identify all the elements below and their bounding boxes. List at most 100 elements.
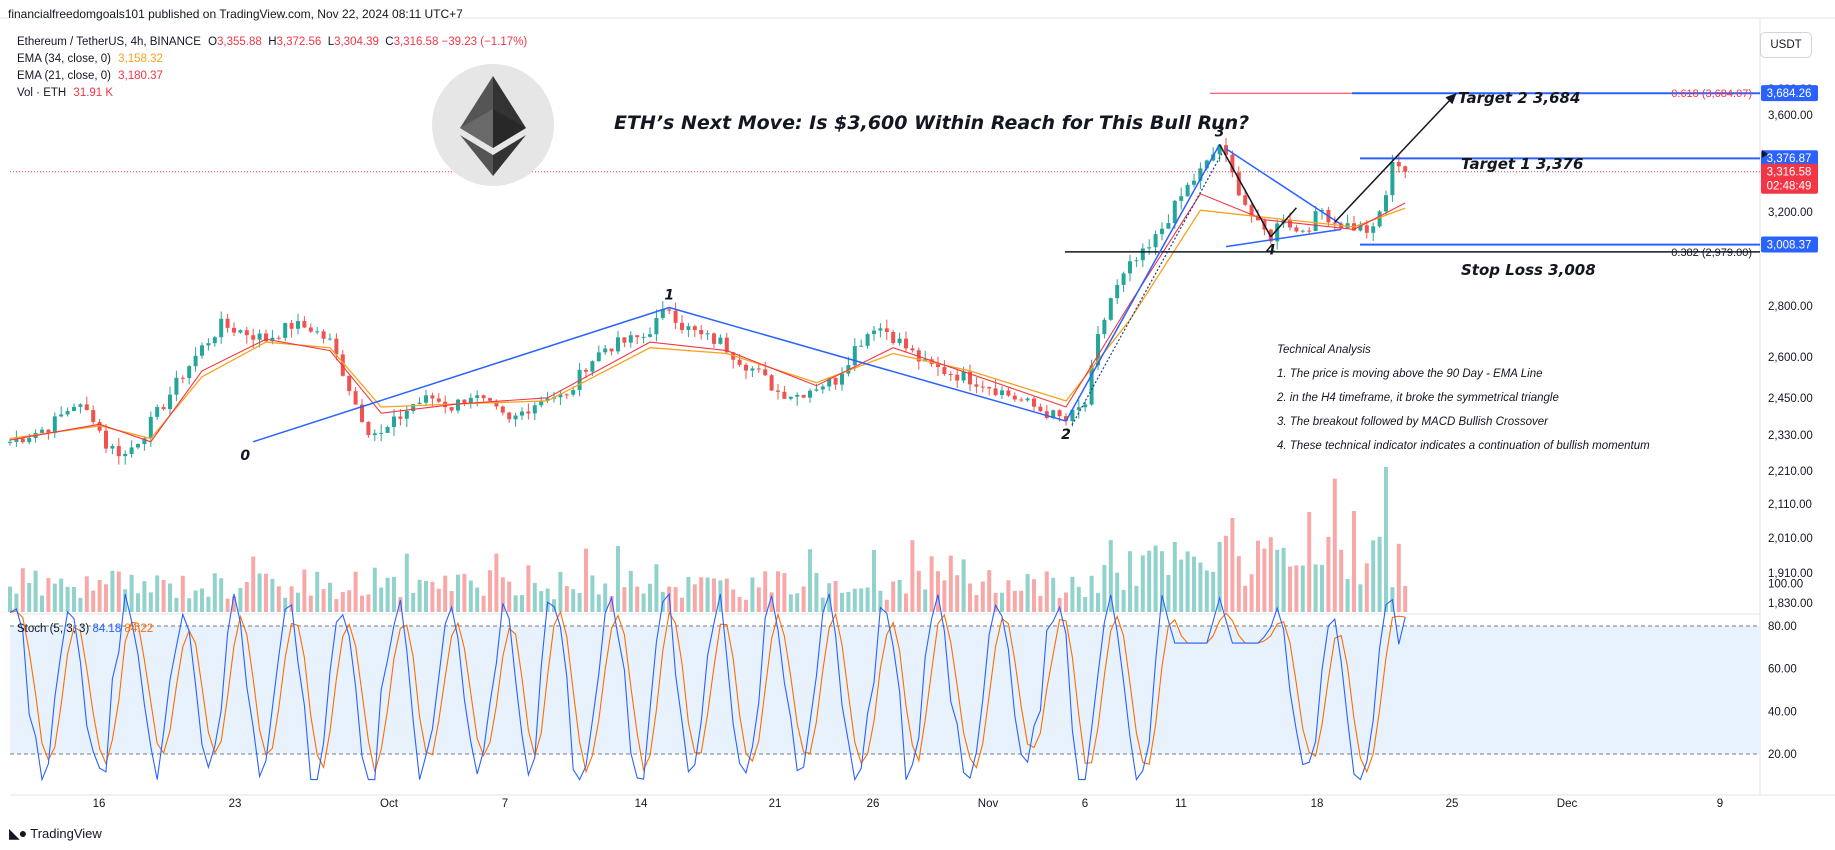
volume-bar [1044, 571, 1049, 612]
candle-body [942, 367, 947, 375]
price-badge-bg [1761, 163, 1818, 194]
volume-bar [948, 555, 953, 612]
candle-body [200, 345, 204, 356]
candle-body [1390, 162, 1395, 196]
candle-body [385, 426, 390, 433]
volume-bar [129, 574, 134, 612]
volume-bar [404, 553, 409, 612]
time-tick-label: 14 [635, 798, 648, 810]
candle-body [315, 331, 320, 333]
volume-bar [1313, 564, 1318, 612]
time-tick-label: Nov [978, 798, 999, 810]
volume-bar [136, 593, 140, 612]
candle-body [904, 338, 908, 349]
tradingview-brand: TradingView [30, 826, 102, 841]
candle-body [174, 377, 179, 395]
volume-bar [1198, 562, 1203, 612]
ta-item: 3. The breakout followed by MACD Bullish… [1277, 416, 1549, 428]
candle-body [1140, 248, 1145, 261]
stoch-tick-label: 60.00 [1768, 664, 1797, 676]
candle-body [411, 404, 416, 411]
candle-body [1096, 334, 1100, 366]
tradingview-footer[interactable]: ◣● TradingView [9, 825, 102, 842]
price-tick-label: 1,830.00 [1768, 598, 1813, 610]
volume-bar [8, 586, 12, 612]
candle-body [840, 373, 844, 385]
volume-bar [238, 588, 243, 612]
price-tick-label: 2,210.00 [1768, 466, 1813, 478]
candle-body [1294, 227, 1299, 232]
candle-body [571, 390, 576, 395]
volume-bar [929, 556, 934, 612]
volume-bar [744, 599, 748, 612]
candle-body [244, 330, 249, 336]
candle-body [961, 371, 966, 381]
chart-legend: Ethereum / TetherUS, 4h, BINANCE O3,355.… [17, 34, 527, 102]
volume-bar [366, 594, 371, 612]
volume-bar [353, 571, 358, 612]
candle-body [1057, 410, 1062, 417]
volume-bar [980, 581, 985, 612]
volume-bar [392, 576, 396, 612]
volume-bar [494, 553, 499, 612]
candle-body [1300, 230, 1305, 232]
volume-bar [1230, 518, 1235, 612]
currency-button[interactable]: USDT [1760, 32, 1812, 58]
candle-body [347, 375, 352, 392]
time-tick-label: 25 [1446, 798, 1459, 810]
candle-body [84, 404, 89, 411]
volume-bar [78, 597, 83, 612]
candle-body [72, 406, 76, 411]
ema21-line [9, 193, 1406, 443]
wave4-tick [1270, 207, 1297, 238]
volume-bar [692, 584, 697, 612]
volume-bar [859, 588, 864, 612]
ema21-row[interactable]: EMA (21, close, 0) 3,180.37 [17, 68, 527, 85]
volume-bar [795, 593, 800, 612]
volume-bar [436, 588, 441, 612]
candle-body [148, 416, 153, 439]
volume-bar [180, 575, 185, 612]
candle-body [27, 438, 32, 443]
volume-bar [1096, 593, 1100, 612]
volume-label: Vol · ETH [17, 87, 67, 99]
volume-bar [590, 575, 595, 612]
volume-bar [1076, 586, 1081, 612]
volume-bar [1032, 579, 1036, 612]
stoch-tick-label: 20.00 [1768, 749, 1797, 761]
volume-bar [302, 569, 307, 612]
time-tick-label: Oct [380, 798, 399, 810]
symbol-label[interactable]: Ethereum / TetherUS, 4h, BINANCE [17, 36, 201, 48]
candle-body [59, 414, 64, 417]
price-tick-label: 2,110.00 [1768, 499, 1812, 511]
candle-body [379, 432, 384, 434]
volume-bar [884, 599, 889, 612]
volume-bar [526, 565, 531, 612]
time-tick-label: 26 [867, 798, 880, 810]
volume-bar [296, 592, 300, 612]
volume-bar [232, 596, 236, 612]
candle-body [1128, 261, 1132, 274]
wave-segment [1065, 144, 1221, 422]
volume-bar [449, 591, 454, 612]
candle-body [1076, 407, 1081, 410]
wave-label: 2 [1061, 427, 1071, 443]
candle-body [1147, 247, 1152, 249]
candle-body [238, 330, 243, 333]
volume-bar [72, 587, 76, 612]
volume-row[interactable]: Vol · ETH 31.91 K [17, 85, 527, 102]
volume-bar [1243, 585, 1248, 612]
volume-bar [1236, 556, 1241, 612]
candle-body [20, 438, 25, 443]
volume-bar [641, 593, 646, 612]
volume-bar [276, 586, 281, 612]
candle-body [603, 348, 608, 353]
volume-bar [1185, 551, 1190, 612]
wave-segment [668, 306, 1067, 422]
ema34-row[interactable]: EMA (34, close, 0) 3,158.32 [17, 51, 527, 68]
wave-label: 0 [240, 448, 250, 464]
stoch-legend[interactable]: Stoch (5, 3, 3) 84.18 84.22 [17, 623, 153, 635]
ema34-value: 3,158.32 [118, 53, 163, 65]
volume-bar [1371, 540, 1376, 612]
